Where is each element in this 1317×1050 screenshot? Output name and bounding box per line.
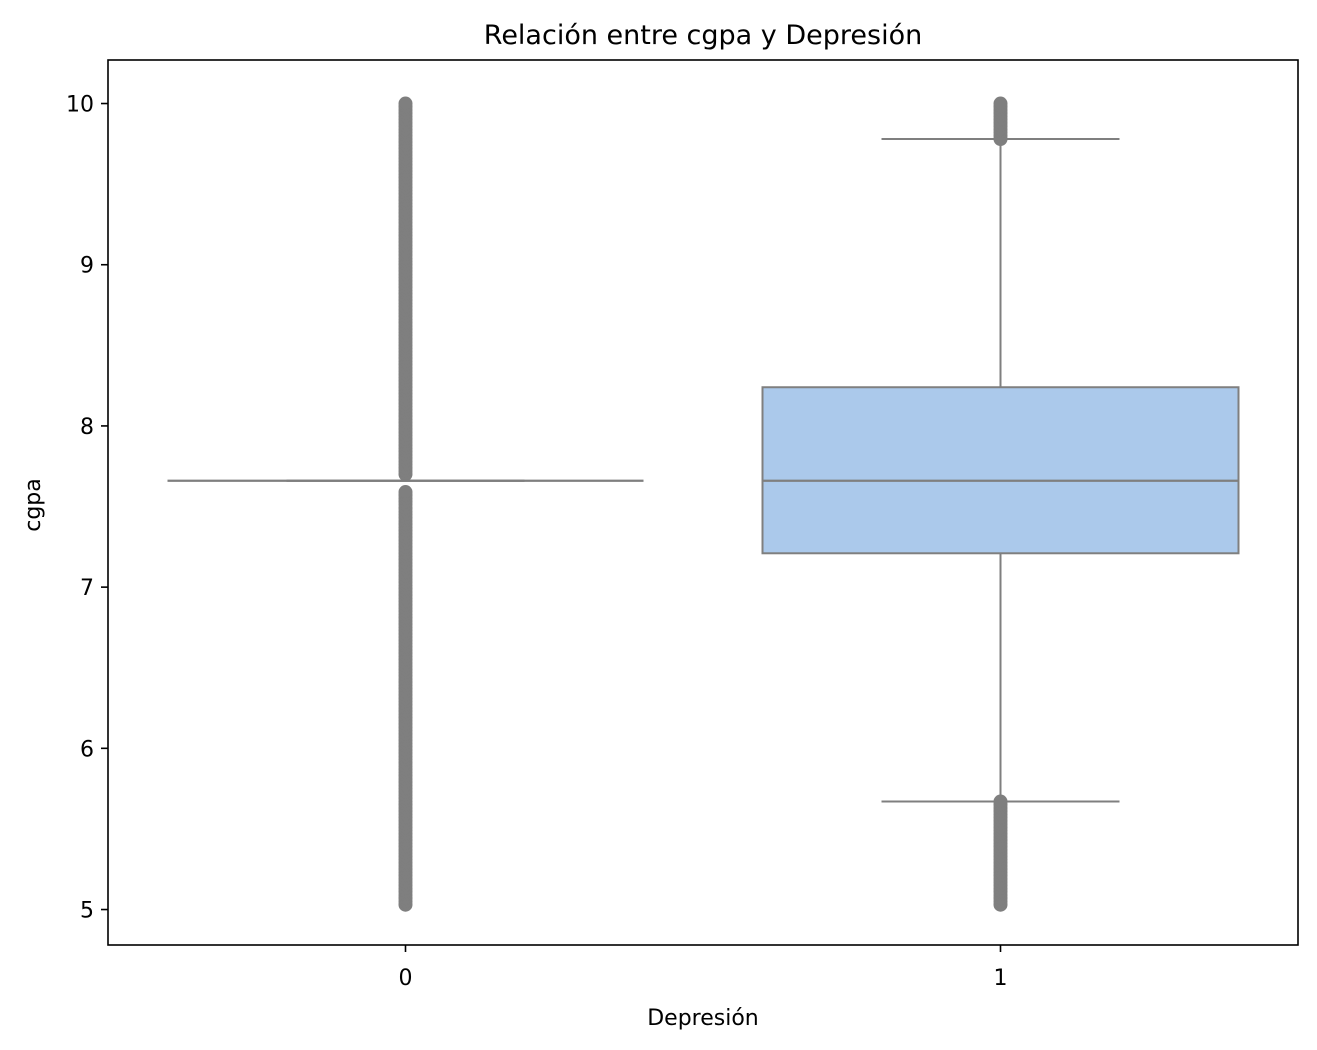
chart-title: Relación entre cgpa y Depresión — [484, 20, 922, 51]
y-tick-label: 10 — [66, 93, 94, 118]
y-tick-label: 7 — [80, 576, 94, 601]
box-group-0 — [167, 96, 644, 912]
y-tick-label: 6 — [80, 737, 94, 762]
y-axis-label: cgpa — [21, 478, 46, 532]
x-axis-label: Depresión — [647, 1006, 759, 1031]
y-tick-label: 9 — [80, 254, 94, 279]
outlier-point — [398, 96, 413, 111]
x-tick-label: 0 — [399, 966, 413, 991]
y-tick-label: 5 — [80, 899, 94, 924]
x-tick-label: 1 — [994, 966, 1008, 991]
outlier-point — [398, 485, 413, 500]
iqr-box — [761, 386, 1240, 555]
plot-frame — [107, 59, 1299, 946]
outlier-point — [993, 96, 1008, 111]
y-tick-label: 8 — [80, 415, 94, 440]
box-group-1 — [761, 96, 1240, 912]
